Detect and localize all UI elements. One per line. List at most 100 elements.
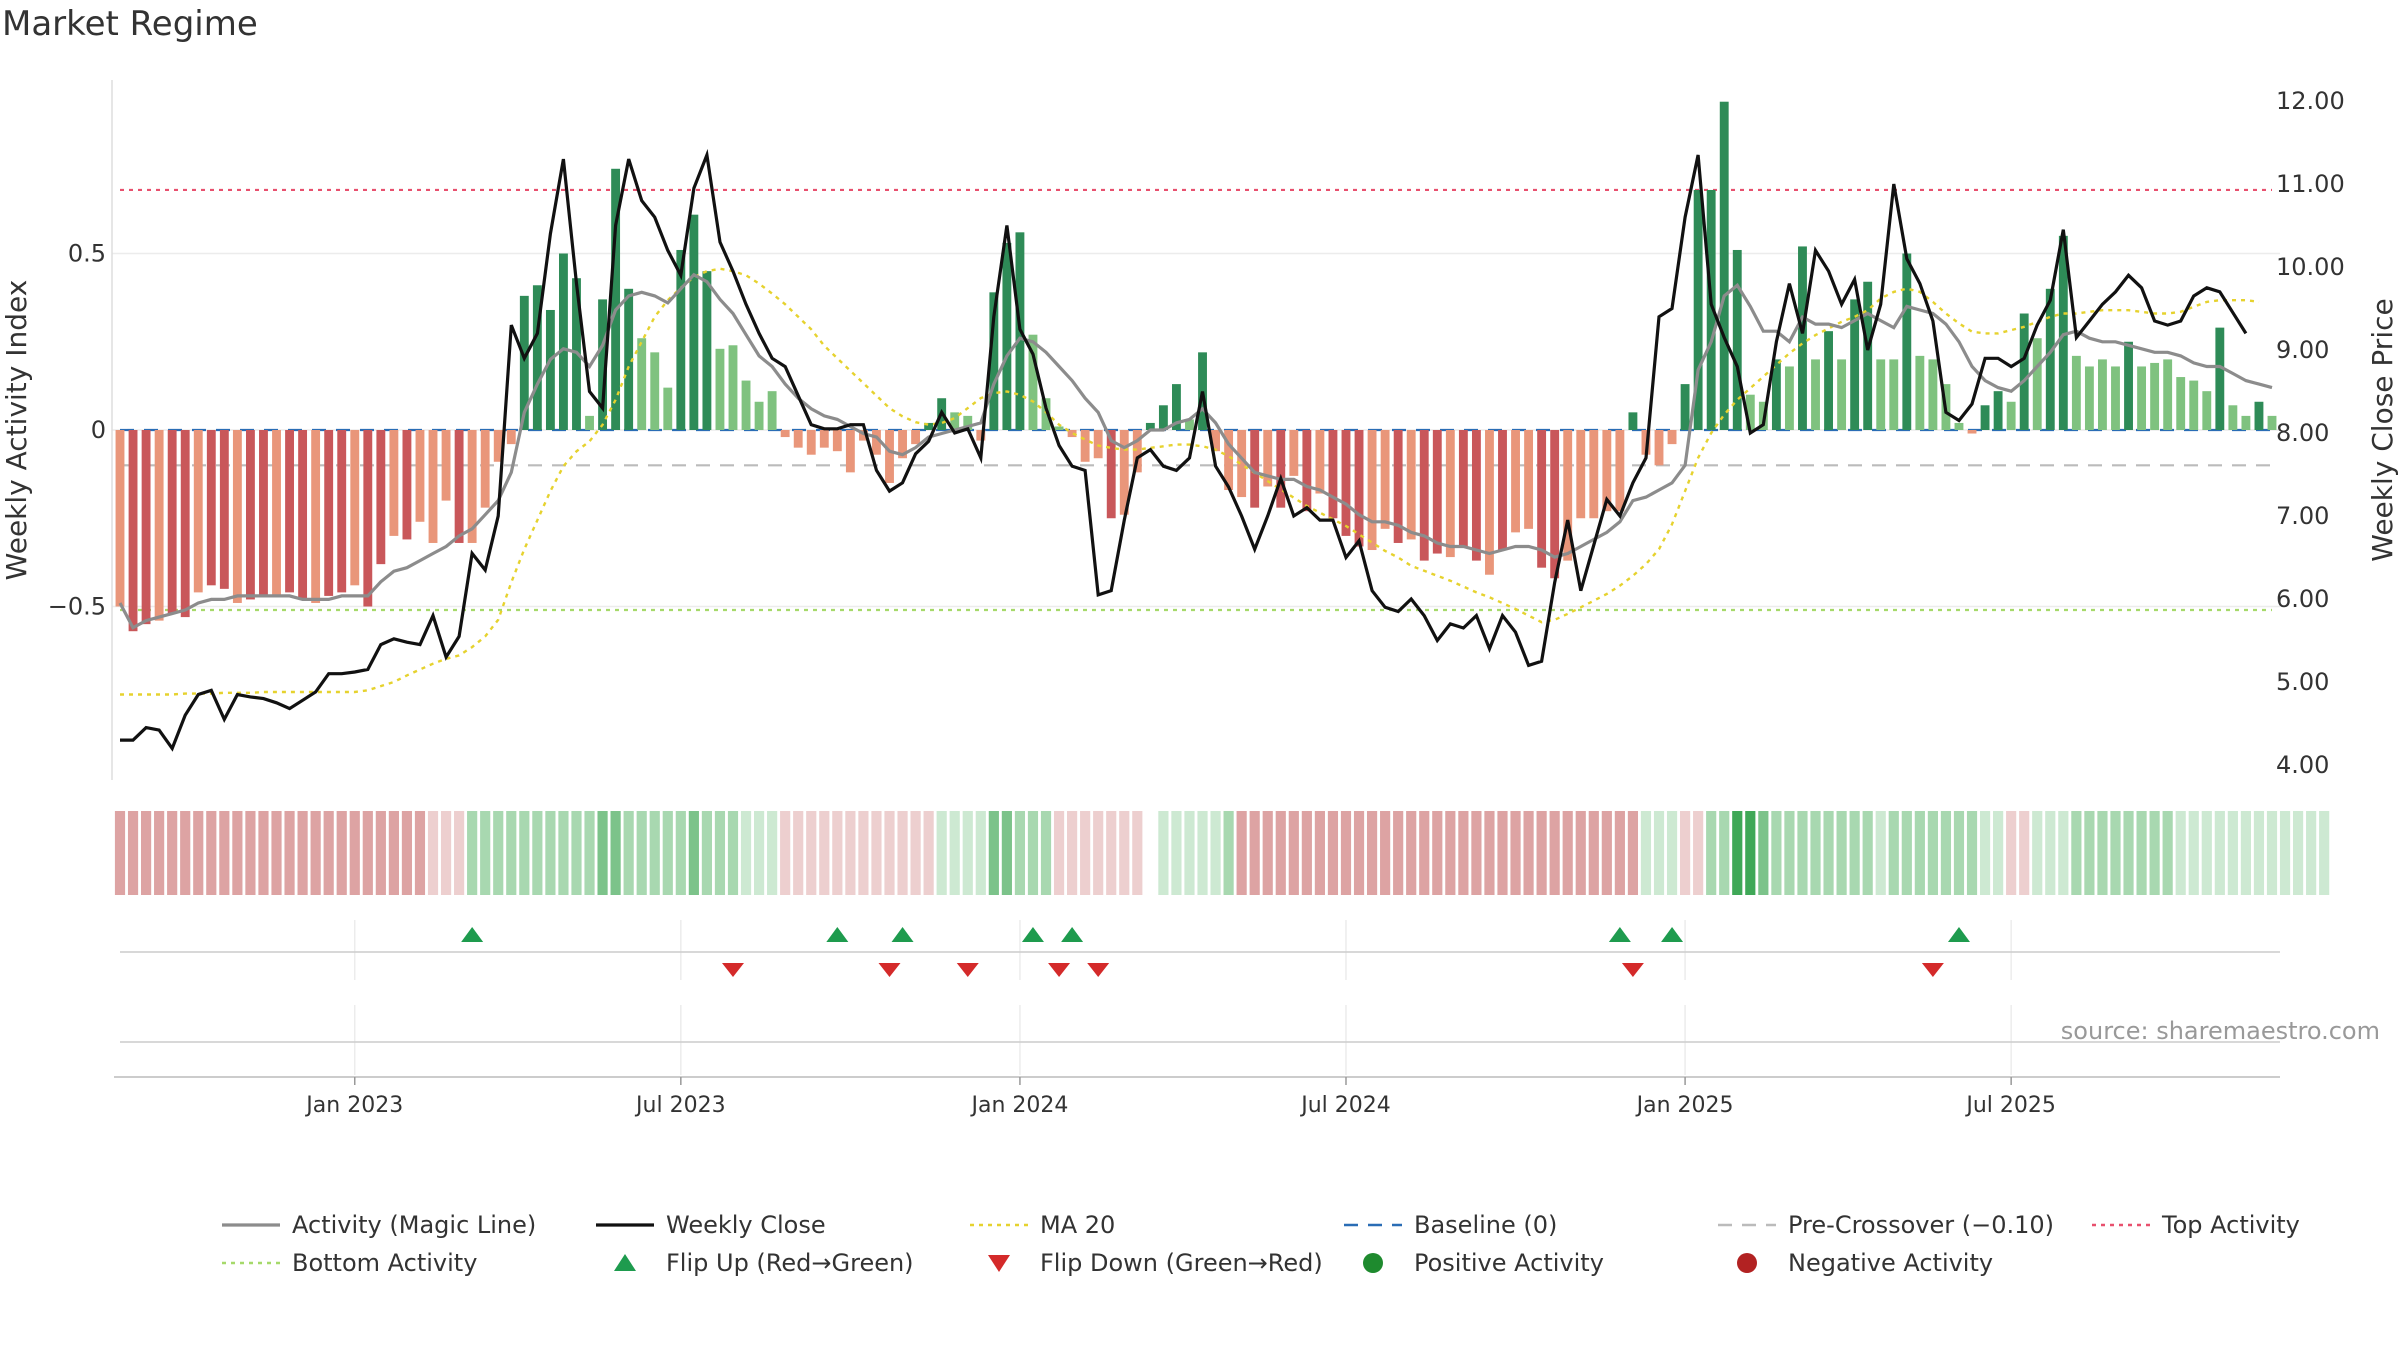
- regime-cell: [2149, 811, 2160, 895]
- regime-cell: [1510, 811, 1521, 895]
- regime-cell: [1797, 811, 1808, 895]
- activity-bar: [115, 430, 125, 607]
- regime-cell: [140, 811, 152, 895]
- regime-cell: [2214, 811, 2225, 895]
- legend-label: Activity (Magic Line): [292, 1211, 536, 1239]
- regime-cell: [1197, 811, 1208, 895]
- activity-bar: [2189, 380, 2199, 430]
- legend-label: Flip Up (Red→Green): [666, 1249, 914, 1277]
- legend-item: Baseline (0): [1344, 1211, 1557, 1239]
- activity-bar: [167, 430, 177, 614]
- regime-cell: [1262, 811, 1273, 895]
- activity-bar: [1198, 352, 1207, 430]
- activity-bar: [1393, 430, 1403, 543]
- reference-lines: [120, 188, 2272, 612]
- activity-bar: [1185, 419, 1194, 430]
- activity-bar: [559, 253, 568, 430]
- activity-bar: [363, 430, 373, 607]
- activity-bars: [115, 101, 2277, 632]
- right-tick-label: 5.00: [2276, 668, 2329, 696]
- activity-bar: [767, 391, 777, 430]
- regime-cell: [1849, 811, 1860, 895]
- regime-cell: [1236, 811, 1247, 895]
- regime-cell: [1223, 811, 1234, 895]
- activity-bar: [1224, 430, 1234, 491]
- activity-bar: [1341, 430, 1351, 536]
- activity-bar: [885, 430, 894, 483]
- regime-cell: [1040, 811, 1052, 895]
- activity-bar: [2111, 366, 2120, 430]
- regime-cell: [610, 811, 621, 895]
- regime-cell: [2110, 811, 2121, 895]
- regime-cell: [1562, 811, 1573, 895]
- legend-item: Positive Activity: [1363, 1249, 1604, 1277]
- regime-cell: [1093, 811, 1104, 895]
- activity-bar: [2058, 235, 2068, 430]
- activity-bar: [1406, 430, 1416, 540]
- activity-bar: [2019, 313, 2029, 430]
- regime-cell: [793, 811, 804, 895]
- activity-bar: [689, 214, 699, 430]
- flip-down-marker: [1621, 963, 1644, 977]
- regime-cell: [701, 811, 712, 895]
- regime-cell: [219, 811, 230, 895]
- activity-bar: [1719, 101, 1729, 431]
- regime-cell: [1288, 811, 1299, 895]
- legend-swatch: [614, 1254, 636, 1271]
- regime-cell: [1784, 811, 1795, 895]
- regime-cell: [1471, 811, 1482, 895]
- regime-cell: [1353, 811, 1365, 895]
- activity-bar: [506, 430, 516, 445]
- regime-cell: [1327, 811, 1339, 895]
- activity-bar: [2032, 338, 2042, 430]
- activity-bar: [1837, 359, 1847, 430]
- activity-bar: [2163, 359, 2173, 430]
- activity-bar: [206, 430, 216, 586]
- x-tick-label: Jul 2023: [634, 1093, 726, 1118]
- activity-bar: [2098, 359, 2107, 430]
- activity-bar: [519, 295, 529, 430]
- activity-bar: [545, 309, 555, 430]
- regime-cell: [714, 811, 726, 895]
- flip-up-marker: [1061, 927, 1084, 942]
- regime-cell: [1171, 811, 1182, 895]
- regime-cell: [401, 811, 413, 895]
- activity-bar: [389, 430, 399, 536]
- activity-bar: [272, 430, 281, 596]
- activity-bar: [324, 430, 334, 596]
- activity-bar: [637, 338, 647, 430]
- flip-down-marker: [721, 963, 744, 977]
- activity-bar: [2202, 391, 2212, 430]
- activity-bar: [428, 430, 438, 543]
- activity-bar: [963, 415, 973, 430]
- activity-bar: [989, 292, 999, 430]
- regime-cell: [1249, 811, 1260, 895]
- flip-down-marker: [878, 963, 901, 977]
- activity-bar: [598, 299, 608, 430]
- legend-label: Positive Activity: [1414, 1249, 1604, 1277]
- flip-up-marker: [1661, 927, 1684, 942]
- activity-bar: [245, 430, 255, 600]
- activity-bar: [650, 352, 660, 430]
- left-tick-label: 0: [91, 416, 106, 444]
- flip-up-marker: [1608, 927, 1631, 942]
- regime-cell: [375, 811, 386, 895]
- regime-cell: [2032, 811, 2043, 895]
- activity-bar: [493, 430, 503, 462]
- activity-bar: [1967, 430, 1977, 434]
- activity-bar: [898, 430, 907, 459]
- activity-bar: [1602, 430, 1612, 512]
- regime-cell: [1301, 811, 1312, 895]
- activity-bar: [663, 387, 673, 430]
- regime-cell: [910, 811, 921, 895]
- regime-cell: [832, 811, 843, 895]
- weekly-close-line: [120, 148, 2248, 752]
- series-lines: [118, 148, 2273, 752]
- activity-bar: [793, 430, 803, 448]
- regime-cell: [1875, 811, 1886, 895]
- x-tick-label: Jan 2024: [969, 1093, 1068, 1118]
- regime-cell: [493, 811, 504, 895]
- legend-label: Baseline (0): [1414, 1211, 1557, 1239]
- activity-bar: [1850, 299, 1860, 430]
- activity-bar: [845, 430, 855, 473]
